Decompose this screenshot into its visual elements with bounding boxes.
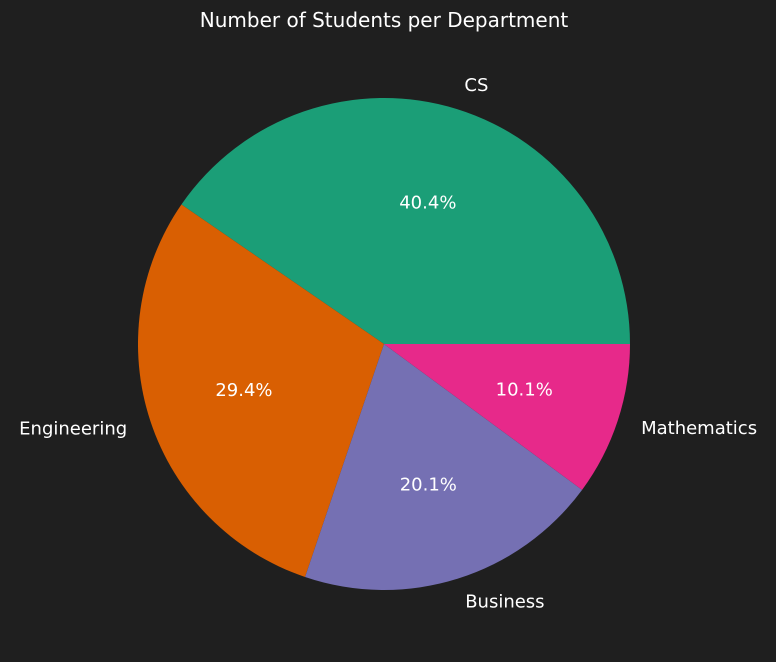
percent-label-business: 20.1% bbox=[400, 474, 457, 495]
percent-label-mathematics: 10.1% bbox=[496, 380, 553, 401]
pie-slices bbox=[137, 97, 630, 591]
category-labels: CS Engineering Business Mathematics bbox=[19, 75, 757, 613]
pie-slice-engineering bbox=[137, 204, 384, 577]
category-label-business: Business bbox=[465, 592, 544, 613]
pie-slice-cs bbox=[181, 97, 630, 345]
pie-slice-business bbox=[305, 344, 583, 591]
category-label-mathematics: Mathematics bbox=[641, 418, 757, 439]
percent-label-engineering: 29.4% bbox=[215, 380, 272, 401]
category-label-cs: CS bbox=[464, 75, 488, 96]
category-label-engineering: Engineering bbox=[19, 419, 127, 440]
chart-title: Number of Students per Department bbox=[200, 8, 569, 32]
percent-label-cs: 40.4% bbox=[399, 193, 456, 214]
percent-labels: 40.4% 29.4% 20.1% 10.1% bbox=[215, 193, 553, 496]
pie-slice-mathematics bbox=[384, 344, 630, 490]
